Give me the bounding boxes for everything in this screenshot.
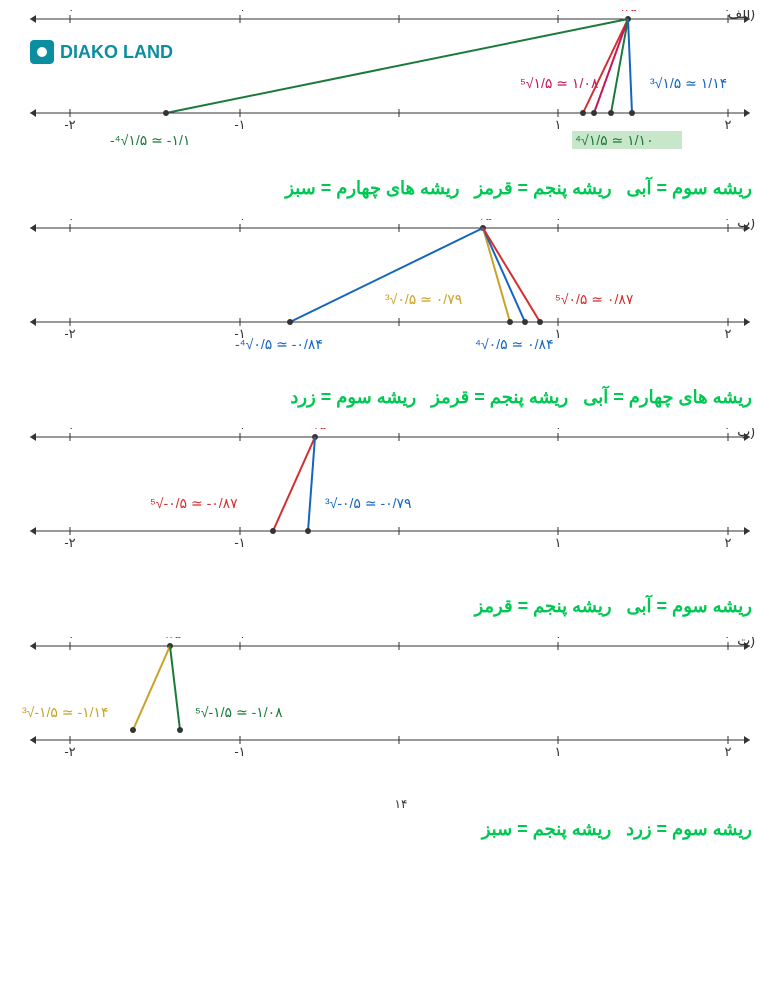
- svg-text:-۲: -۲: [64, 744, 75, 759]
- svg-text:⁵√-۱/۵ ≃ -۱/۰۸: ⁵√-۱/۵ ≃ -۱/۰۸: [195, 704, 283, 720]
- svg-text:۲: ۲: [725, 637, 732, 641]
- svg-text:-۲: -۲: [64, 219, 75, 223]
- svg-text:۱/۵: ۱/۵: [619, 10, 638, 14]
- svg-text:⁴√۰/۵ ≃ ۰/۸۴: ⁴√۰/۵ ≃ ۰/۸۴: [475, 336, 554, 352]
- svg-text:-۰/۵: -۰/۵: [303, 428, 327, 432]
- svg-text:۱: ۱: [555, 428, 562, 432]
- svg-text:۱: ۱: [555, 637, 562, 641]
- caption-d: ریشه سوم = زرد ریشه پنجم = سبز: [10, 811, 782, 860]
- svg-text:-۲: -۲: [64, 326, 75, 341]
- svg-text:۲: ۲: [725, 117, 732, 132]
- svg-text:۱: ۱: [555, 744, 562, 759]
- svg-text:-۱: -۱: [234, 535, 245, 550]
- page-number: ۱۴: [10, 797, 782, 811]
- svg-text:-⁴√۱/۵ ≃ -۱/۱: -⁴√۱/۵ ≃ -۱/۱: [110, 132, 190, 148]
- svg-text:۱: ۱: [555, 219, 562, 223]
- svg-text:۲: ۲: [725, 428, 732, 432]
- svg-text:³√-۱/۵ ≃ -۱/۱۴: ³√-۱/۵ ≃ -۱/۱۴: [22, 704, 109, 720]
- svg-text:۲: ۲: [725, 326, 732, 341]
- svg-text:-۲: -۲: [64, 117, 75, 132]
- panel-a: (الف-۲-۱۱۲۱/۵-۲-۱۱۲⁵√۱/۵ ≃ ۱/۰۸³√۱/۵ ≃ ۱…: [10, 10, 782, 160]
- caption-a: ریشه سوم = آبی ریشه پنجم = قرمز ریشه های…: [10, 170, 782, 219]
- svg-text:۲: ۲: [725, 744, 732, 759]
- svg-text:۱: ۱: [555, 535, 562, 550]
- svg-text:-۲: -۲: [64, 637, 75, 641]
- svg-text:-۱: -۱: [234, 428, 245, 432]
- svg-text:۱: ۱: [555, 326, 562, 341]
- svg-text:۱: ۱: [555, 10, 562, 14]
- caption-b: ریشه های چهارم = آبی ریشه پنجم = قرمز ری…: [10, 379, 782, 428]
- svg-text:³√-۰/۵ ≃ -۰/۷۹: ³√-۰/۵ ≃ -۰/۷۹: [325, 495, 412, 511]
- svg-text:-۱: -۱: [234, 637, 245, 641]
- svg-text:-۲: -۲: [64, 535, 75, 550]
- svg-text:۰/۵: ۰/۵: [474, 219, 493, 223]
- panel-b: (پ-۲-۱۱۲۰/۵-۲-۱۱۲³√۰/۵ ≃ ۰/۷۹⁵√۰/۵ ≃ ۰/۸…: [10, 219, 782, 369]
- svg-text:۲: ۲: [725, 535, 732, 550]
- svg-text:⁴√۱/۵ ≃ ۱/۱۰: ⁴√۱/۵ ≃ ۱/۱۰: [575, 132, 654, 148]
- svg-text:-۲: -۲: [64, 428, 75, 432]
- svg-text:-۱/۵: -۱/۵: [158, 637, 182, 641]
- svg-text:³√۱/۵ ≃ ۱/۱۴: ³√۱/۵ ≃ ۱/۱۴: [650, 75, 727, 91]
- svg-text:⁵√۱/۵ ≃ ۱/۰۸: ⁵√۱/۵ ≃ ۱/۰۸: [520, 75, 599, 91]
- panel-c: (ب-۲-۱۱۲-۰/۵-۲-۱۱۲⁵√-۰/۵ ≃ -۰/۸۷³√-۰/۵ ≃…: [10, 428, 782, 578]
- svg-text:-۱: -۱: [234, 219, 245, 223]
- svg-text:-۲: -۲: [64, 10, 75, 14]
- panel-d: (ت-۲-۱۱۲-۱/۵-۲-۱۱۲³√-۱/۵ ≃ -۱/۱۴⁵√-۱/۵ ≃…: [10, 637, 782, 787]
- svg-text:-۱: -۱: [234, 10, 245, 14]
- svg-text:-⁴√۰/۵ ≃ -۰/۸۴: -⁴√۰/۵ ≃ -۰/۸۴: [235, 336, 323, 352]
- svg-text:۱: ۱: [555, 117, 562, 132]
- svg-text:⁵√-۰/۵ ≃ -۰/۸۷: ⁵√-۰/۵ ≃ -۰/۸۷: [150, 495, 238, 511]
- svg-text:⁵√۰/۵ ≃ ۰/۸۷: ⁵√۰/۵ ≃ ۰/۸۷: [555, 291, 634, 307]
- svg-text:³√۰/۵ ≃ ۰/۷۹: ³√۰/۵ ≃ ۰/۷۹: [385, 291, 462, 307]
- svg-text:-۱: -۱: [234, 744, 245, 759]
- svg-text:۲: ۲: [725, 10, 732, 14]
- svg-text:۲: ۲: [725, 219, 732, 223]
- svg-text:-۱: -۱: [234, 117, 245, 132]
- caption-c: ریشه سوم = آبی ریشه پنجم = قرمز: [10, 588, 782, 637]
